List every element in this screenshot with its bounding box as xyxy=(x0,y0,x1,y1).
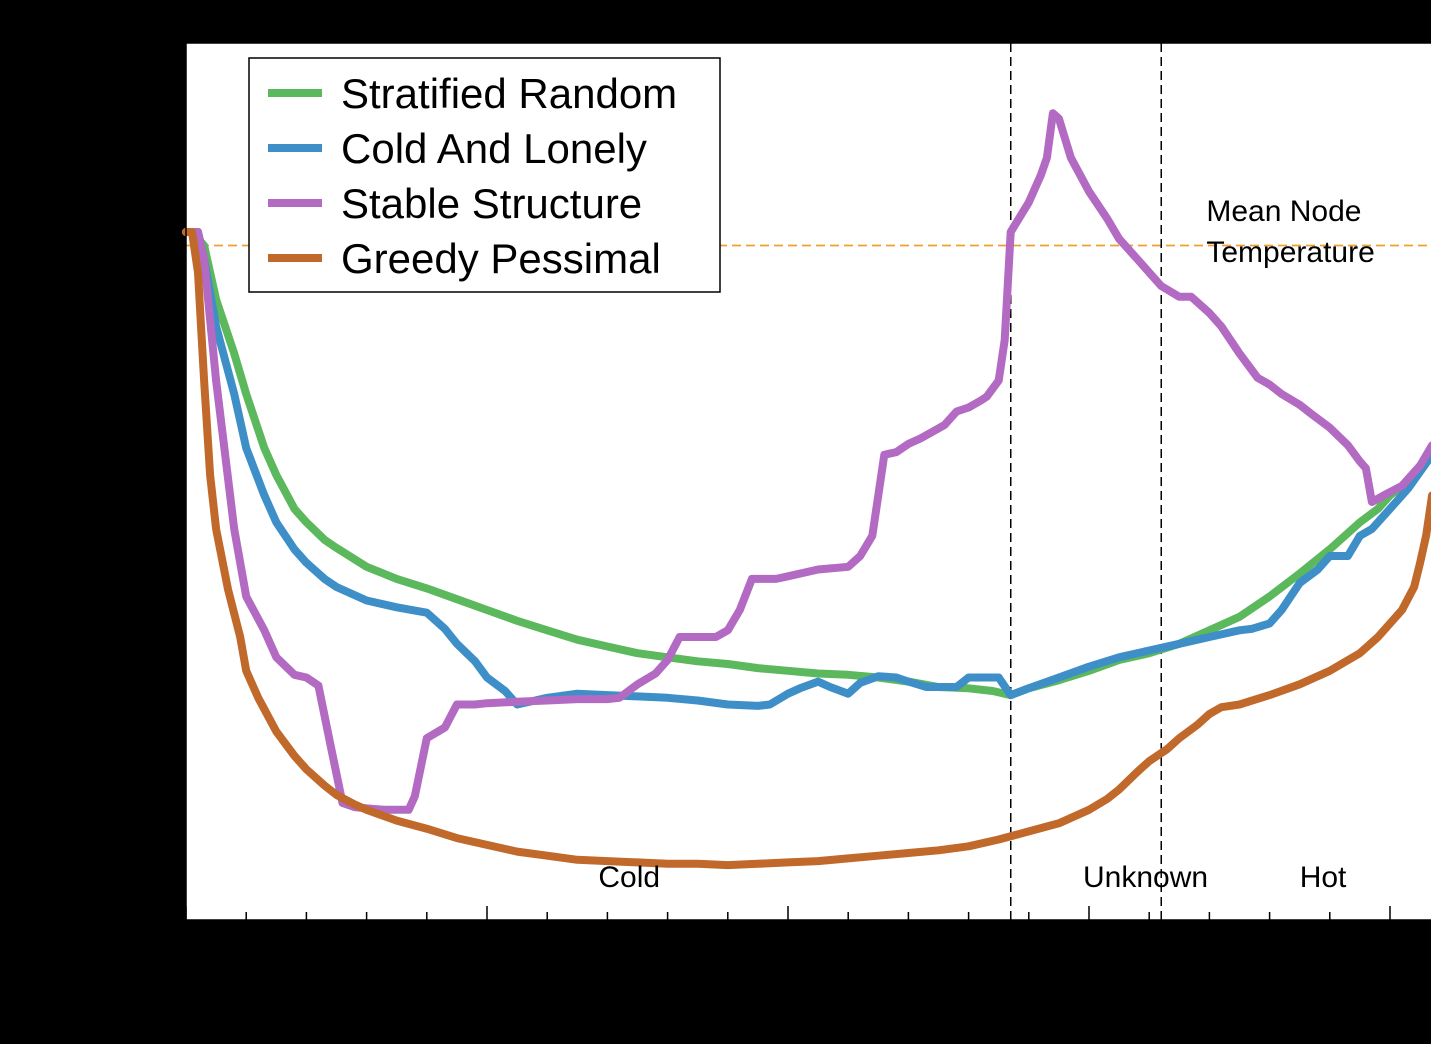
annotation-line: Temperature xyxy=(1206,236,1374,269)
legend-box xyxy=(248,57,721,293)
legend-label: Cold And Lonely xyxy=(341,125,647,172)
axis-ticks: 0 50 100 150 200 −0.3 −0.4 −0.5 −0.6 −0.7 −0.8 −0.9 xyxy=(91,23,1422,985)
x-tick-label: 50 xyxy=(466,943,508,985)
y-axis-label: Adversary Temperature xyxy=(23,274,67,689)
y-tick-label: −0.6 xyxy=(91,428,166,470)
x-tick-label: 150 xyxy=(1057,943,1120,985)
legend-label: Greedy Pessimal xyxy=(341,235,661,282)
series-lines xyxy=(182,109,1431,870)
annotation-line: Unknown xyxy=(1083,861,1208,894)
y-tick-label: −0.9 xyxy=(91,833,166,875)
annotation-line: Mean Node xyxy=(1206,195,1361,228)
series-line-cold-and-lonely xyxy=(182,228,1431,710)
series-line-stratified-random xyxy=(182,228,1431,700)
x-tick-label: 0 xyxy=(175,943,196,985)
y-tick-label: −0.4 xyxy=(91,158,166,200)
y-tick-label: −0.3 xyxy=(91,23,166,65)
series-line-greedy-pessimal xyxy=(182,228,1431,870)
annotation-text: Mean Node Temperature xyxy=(1206,195,1374,269)
x-tick-label: 100 xyxy=(756,943,819,985)
legend-label: Stable Structure xyxy=(341,180,642,227)
y-tick-label: −0.8 xyxy=(91,698,166,740)
reference-lines xyxy=(186,43,1431,920)
x-axis-label: Attack Budget xyxy=(688,999,937,1043)
annotation-text: Cold xyxy=(598,861,660,894)
annotation-line: Hot xyxy=(1300,861,1347,894)
y-tick-label: −0.7 xyxy=(91,563,166,605)
annotation-line: Cold xyxy=(598,861,660,894)
y-tick-label: −0.5 xyxy=(91,293,166,335)
axes xyxy=(185,42,1431,921)
legend: Stratified Random Cold And Lonely Stable S… xyxy=(248,57,721,293)
annotations: Mean Node Temperature Cold Unknown Hot xyxy=(598,195,1374,894)
annotation-text: Unknown xyxy=(1083,861,1208,894)
x-tick-label: 200 xyxy=(1358,943,1421,985)
annotation-text: Hot xyxy=(1300,861,1347,894)
legend-label: Stratified Random xyxy=(341,70,677,117)
